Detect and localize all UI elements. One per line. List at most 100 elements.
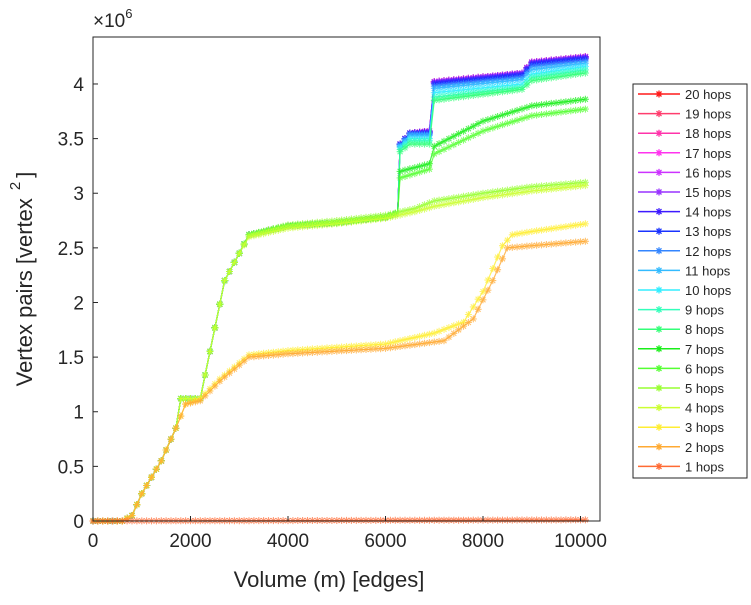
- legend-label: 10 hops: [685, 283, 732, 298]
- data-point-marker: [430, 202, 438, 210]
- legend-label: 11 hops: [685, 263, 731, 278]
- legend-label: 15 hops: [685, 185, 732, 200]
- legend-item[interactable]: 2 hops: [638, 440, 725, 455]
- data-point-marker: [552, 99, 560, 107]
- data-point-marker: [572, 221, 580, 229]
- data-point-marker: [479, 80, 487, 87]
- data-point-marker: [406, 140, 414, 148]
- data-point-marker: [406, 335, 414, 342]
- data-point-marker: [469, 315, 477, 323]
- legend-item[interactable]: 6 hops: [638, 361, 725, 376]
- data-point-marker: [357, 346, 365, 354]
- data-point-marker: [294, 223, 302, 231]
- data-point-marker: [430, 84, 438, 92]
- data-point-marker: [187, 399, 194, 407]
- data-point-marker: [391, 212, 399, 220]
- data-point-marker: [401, 342, 409, 350]
- data-point-marker: [430, 516, 438, 524]
- data-point-marker: [464, 81, 472, 89]
- data-point-marker: [435, 202, 443, 209]
- legend-item[interactable]: 7 hops: [638, 342, 725, 357]
- data-point-marker: [460, 81, 467, 89]
- data-point-marker: [562, 516, 570, 524]
- data-point-marker: [396, 211, 404, 219]
- legend-item[interactable]: 20 hops: [638, 87, 732, 102]
- y-tick-label: 1.5: [58, 348, 84, 369]
- data-point-marker: [557, 73, 565, 80]
- data-point-marker: [430, 329, 438, 337]
- data-point-marker: [377, 516, 385, 524]
- data-point-marker: [382, 214, 389, 222]
- data-point-marker: [304, 222, 311, 230]
- legend-item[interactable]: 3 hops: [638, 420, 725, 435]
- data-point-marker: [221, 373, 229, 381]
- x-tick-label: 4000: [267, 531, 309, 552]
- data-point-marker: [377, 345, 385, 353]
- legend-label: 5 hops: [685, 381, 725, 396]
- data-point-marker: [460, 127, 467, 135]
- data-point-marker: [489, 114, 497, 122]
- legend-item[interactable]: 12 hops: [638, 244, 732, 259]
- data-point-marker: [416, 162, 424, 170]
- legend-item[interactable]: 5 hops: [638, 381, 725, 396]
- data-point-marker: [294, 349, 302, 357]
- legend-item[interactable]: 18 hops: [638, 126, 732, 141]
- data-point-marker: [148, 473, 155, 481]
- legend-item[interactable]: 4 hops: [638, 401, 725, 416]
- data-point-marker: [255, 352, 263, 360]
- series-line: [93, 223, 586, 522]
- data-point-marker: [562, 108, 570, 115]
- data-point-marker: [338, 347, 346, 355]
- legend-item[interactable]: 13 hops: [638, 224, 732, 239]
- legend-label: 17 hops: [685, 146, 732, 161]
- data-point-marker: [391, 338, 399, 346]
- data-point-marker: [474, 120, 482, 128]
- data-point-marker: [362, 341, 370, 349]
- data-point-marker: [372, 341, 380, 349]
- data-point-marker: [445, 87, 453, 95]
- data-point-marker: [416, 203, 424, 211]
- series-1-hops: [89, 516, 589, 525]
- data-point-marker: [372, 216, 380, 223]
- data-point-marker: [542, 225, 550, 233]
- legend-item[interactable]: 8 hops: [638, 322, 725, 337]
- data-point-marker: [508, 185, 516, 193]
- data-point-marker: [523, 242, 531, 250]
- data-point-marker: [577, 182, 584, 190]
- data-point-marker: [425, 516, 433, 524]
- data-point-marker: [421, 161, 428, 169]
- data-point-marker: [416, 206, 424, 214]
- data-point-marker: [284, 350, 292, 358]
- data-point-marker: [347, 516, 355, 524]
- data-point-marker: [450, 132, 458, 140]
- data-point-marker: [445, 200, 453, 208]
- data-point-marker: [450, 194, 458, 202]
- data-point-marker: [538, 226, 545, 234]
- series-line: [93, 98, 586, 522]
- legend-label: 1 hops: [685, 459, 725, 474]
- legend-item[interactable]: 14 hops: [638, 205, 732, 220]
- data-point-marker: [440, 337, 448, 345]
- data-point-marker: [338, 219, 346, 227]
- legend-label: 3 hops: [685, 420, 725, 435]
- legend-item[interactable]: 10 hops: [638, 283, 732, 298]
- legend-item[interactable]: 16 hops: [638, 165, 732, 180]
- plot-area-frame: [92, 36, 601, 522]
- data-point-marker: [206, 347, 214, 355]
- data-point-marker: [538, 111, 545, 118]
- legend-item[interactable]: 11 hops: [638, 263, 731, 278]
- data-point-marker: [557, 62, 565, 70]
- data-point-marker: [450, 87, 458, 95]
- data-point-marker: [318, 221, 326, 229]
- legend-item[interactable]: 19 hops: [638, 107, 732, 122]
- data-point-marker: [411, 334, 419, 341]
- legend-item[interactable]: 17 hops: [638, 146, 732, 161]
- data-point-marker: [552, 109, 560, 117]
- data-point-marker: [494, 82, 502, 90]
- data-point-marker: [455, 138, 463, 146]
- legend-item[interactable]: 1 hops: [638, 459, 725, 474]
- data-point-marker: [143, 482, 151, 489]
- data-point-marker: [494, 89, 502, 96]
- legend-item[interactable]: 9 hops: [638, 303, 725, 318]
- legend-item[interactable]: 15 hops: [638, 185, 732, 200]
